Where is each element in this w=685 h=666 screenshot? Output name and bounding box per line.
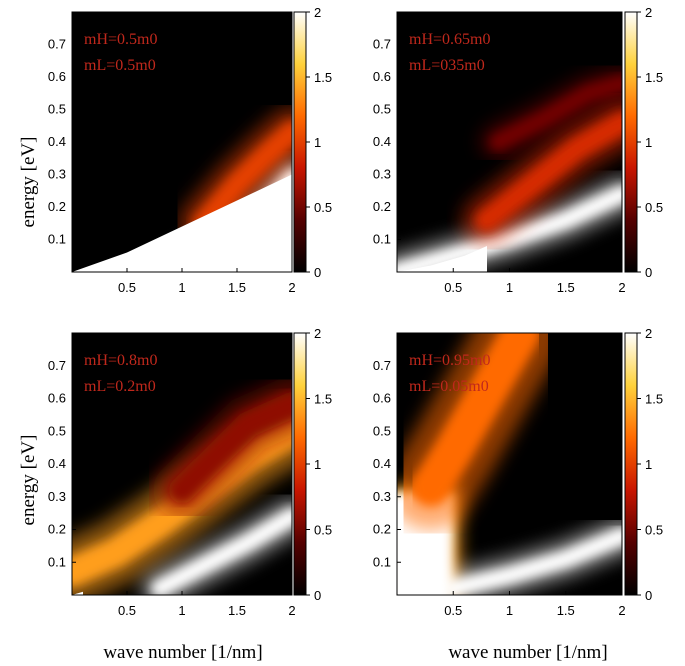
y-tick-label: 0.4 [48,456,66,471]
x-axis-label-left: wave number [1/nm] [103,642,262,663]
colorbar-tick-label: 1 [645,457,652,472]
colorbar-tick-label: 1.5 [645,70,663,85]
annotation-label: mH=0.8m0 [84,352,157,369]
y-tick-label: 0.2 [373,199,391,214]
undefined-region [397,246,487,272]
y-axis-label-top: energy [eV] [18,137,39,228]
colorbar-tick-label: 0.5 [645,200,663,215]
annotation-label: mL=0.2m0 [84,378,156,395]
y-tick-label: 0.7 [373,37,391,52]
heatmap-panel-2: 0.5 1 1.5 2 0.1 0.2 0.3 0.4 0.5 0.6 0.7 mH=0.65m0 mL… [373,5,663,295]
colorbar-tick-label: 2 [314,5,321,20]
colorbar-tick-label: 2 [645,5,652,20]
y-tick-label: 0.1 [373,232,391,247]
y-tick-label: 0.6 [373,69,391,84]
annotation-label: mL=035m0 [409,57,485,74]
x-tick-label: 1.5 [557,280,575,295]
y-tick-label: 0.3 [373,167,391,182]
colorbar-tick-label: 0.5 [645,523,663,538]
x-tick-label: 1 [178,603,185,618]
y-tick-label: 0.1 [373,554,391,569]
x-axis-label-right: wave number [1/nm] [448,642,607,663]
heatmap-band [397,185,622,272]
colorbar-tick-label: 1.5 [645,392,663,407]
undefined-region [72,591,83,595]
colorbar-tick-label: 1.5 [314,70,332,85]
annotation-label: mH=0.95m0 [409,352,490,369]
x-tick-label: 1.5 [557,603,575,618]
colorbar-tick-label: 2 [645,326,652,341]
y-tick-label: 0.2 [48,199,66,214]
y-tick-label: 0.2 [48,522,66,537]
y-tick-label: 0.1 [48,554,66,569]
heatmap-band [168,392,292,504]
x-tick-label: 1 [506,603,513,618]
y-tick-label: 0.2 [373,522,391,537]
y-tick-label: 0.4 [48,134,66,149]
y-tick-label: 0.1 [48,232,66,247]
annotation-label: mL=0.5m0 [84,57,156,74]
x-tick-label: 0.5 [118,280,136,295]
colorbar [294,333,306,595]
y-tick-label: 0.3 [373,489,391,504]
colorbar [625,333,637,595]
y-tick-label: 0.7 [48,358,66,373]
colorbar-tick-label: 0 [645,265,652,280]
undefined-region [397,591,409,595]
x-tick-label: 0.5 [118,603,136,618]
y-tick-label: 0.7 [373,358,391,373]
colorbar-tick-label: 0 [314,588,321,603]
y-tick-label: 0.4 [373,456,391,471]
x-tick-label: 2 [288,280,295,295]
y-tick-label: 0.5 [373,102,391,117]
y-tick-label: 0.6 [48,69,66,84]
annotation-label: mH=0.65m0 [409,31,490,48]
annotation-label: mL=0.05m0 [409,378,489,395]
heatmap-band [475,111,622,232]
x-tick-label: 1 [506,280,513,295]
y-tick-label: 0.3 [48,167,66,182]
colorbar-tick-label: 1 [314,135,321,150]
heatmap-band [411,333,541,507]
y-tick-label: 0.3 [48,489,66,504]
undefined-region [72,174,292,272]
colorbar-tick-label: 1 [645,135,652,150]
colorbar-tick-label: 0 [645,588,652,603]
y-tick-label: 0.5 [48,423,66,438]
y-axis-label-bottom: energy [eV] [18,435,39,526]
colorbar [294,12,306,272]
colorbar-tick-label: 2 [314,326,321,341]
heatmap-band [490,75,622,151]
x-tick-label: 2 [618,280,625,295]
colorbar-tick-label: 1.5 [314,392,332,407]
heatmap-band [445,527,622,595]
colorbar-tick-label: 1 [314,457,321,472]
x-tick-label: 1.5 [228,280,246,295]
y-tick-label: 0.5 [48,102,66,117]
y-tick-label: 0.6 [48,391,66,406]
heatmap-band [192,120,292,235]
x-tick-label: 2 [618,603,625,618]
x-tick-label: 1.5 [228,603,246,618]
colorbar-tick-label: 0.5 [314,200,332,215]
x-tick-label: 1 [178,280,185,295]
y-tick-label: 0.6 [373,391,391,406]
x-tick-label: 0.5 [444,280,462,295]
annotation-label: mH=0.5m0 [84,31,157,48]
x-tick-label: 0.5 [444,603,462,618]
colorbar [625,12,637,272]
heatmap-panel-1: 0.5 1 1.5 2 0.1 0.2 0.3 0.4 0.5 0.6 0.7 mH=0.5m0 mL=… [48,5,332,295]
y-tick-label: 0.4 [373,134,391,149]
colorbar-tick-label: 0 [314,265,321,280]
y-tick-label: 0.5 [373,423,391,438]
x-tick-label: 2 [288,603,295,618]
heatmap-panel-3: 0.5 1 1.5 2 0.1 0.2 0.3 0.4 0.5 0.6 0.7 mH=0.8m0 mL=… [48,326,332,618]
y-tick-label: 0.7 [48,37,66,52]
heatmap-panel-4: 0.5 1 1.5 2 0.1 0.2 0.3 0.4 0.5 0.6 0.7 mH=0.95m0 mL… [373,326,663,618]
colorbar-tick-label: 0.5 [314,523,332,538]
heatmap-band [151,508,292,595]
